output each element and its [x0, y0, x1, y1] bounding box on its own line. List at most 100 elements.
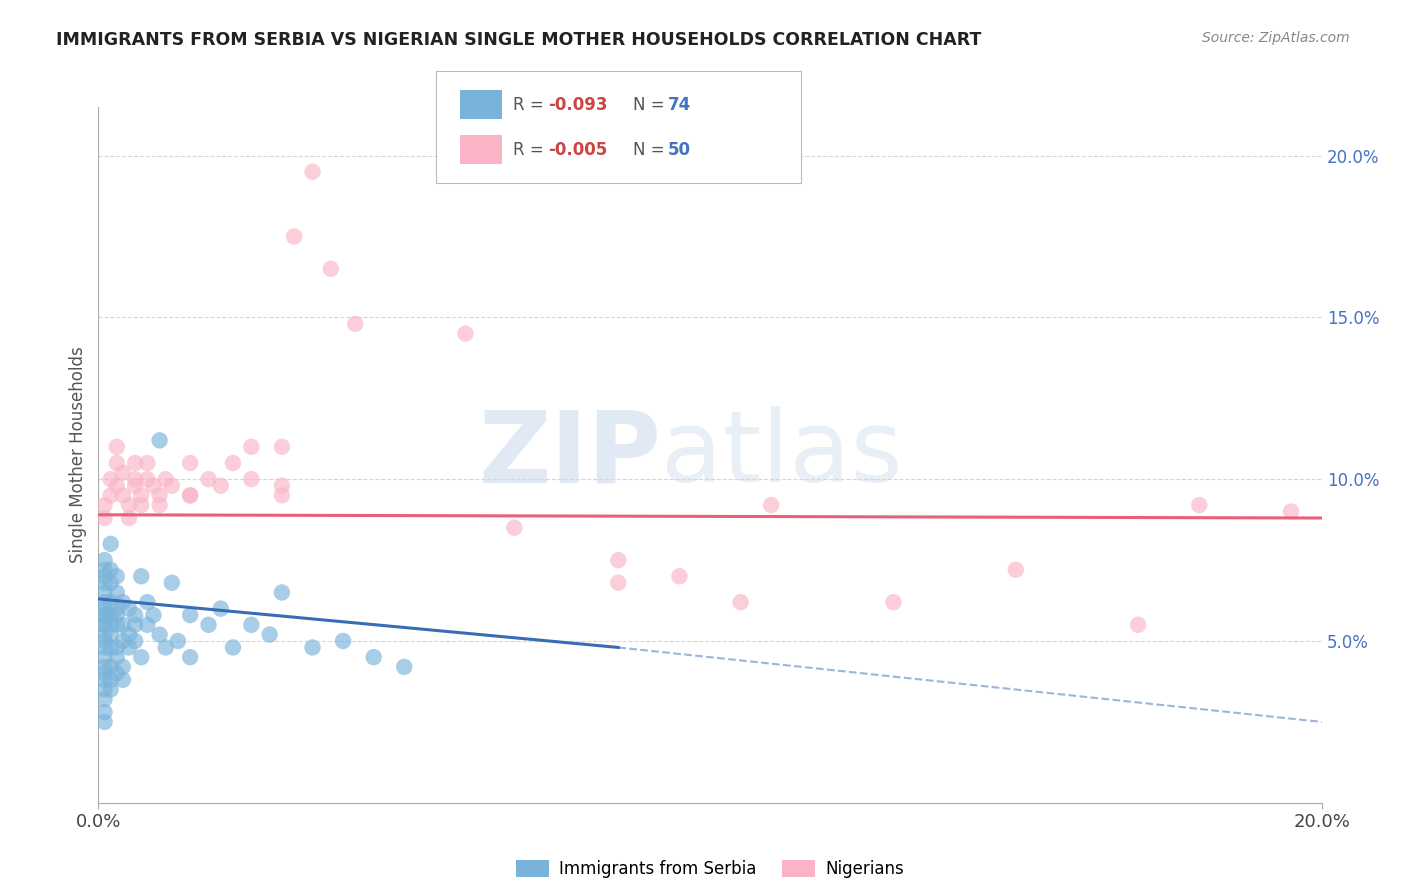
Point	[100, 537, 122, 551]
Point	[93, 650, 115, 665]
Point	[93, 569, 115, 583]
Point	[142, 608, 165, 623]
Point	[883, 595, 905, 609]
Point	[179, 456, 201, 470]
Point	[240, 440, 263, 454]
Point	[209, 601, 232, 615]
Point	[607, 575, 630, 590]
Text: 50: 50	[668, 141, 690, 159]
Point	[270, 478, 292, 492]
Legend: Immigrants from Serbia, Nigerians: Immigrants from Serbia, Nigerians	[509, 854, 911, 885]
Point	[93, 617, 115, 632]
Point	[105, 666, 128, 681]
Point	[111, 595, 134, 609]
Point	[105, 440, 128, 454]
Point	[149, 498, 172, 512]
Point	[332, 634, 354, 648]
Point	[155, 472, 177, 486]
Point	[93, 585, 115, 599]
Point	[1188, 498, 1211, 512]
Point	[93, 617, 115, 632]
Point	[124, 634, 146, 648]
Point	[136, 456, 159, 470]
Point	[111, 466, 134, 480]
Point	[93, 640, 115, 655]
Point	[100, 673, 122, 687]
Point	[105, 617, 128, 632]
Text: atlas: atlas	[661, 407, 903, 503]
Point	[301, 165, 323, 179]
Point	[149, 434, 172, 448]
Point	[100, 488, 122, 502]
Point	[124, 478, 146, 492]
Point	[105, 456, 128, 470]
Point	[111, 634, 134, 648]
Point	[100, 682, 122, 697]
Point	[209, 478, 232, 492]
Point	[93, 705, 115, 719]
Point	[197, 617, 219, 632]
Point	[129, 650, 152, 665]
Point	[100, 608, 122, 623]
Point	[105, 478, 128, 492]
Point	[93, 553, 115, 567]
Point	[93, 498, 115, 512]
Point	[105, 585, 128, 599]
Point	[93, 595, 115, 609]
Point	[301, 640, 323, 655]
Point	[111, 673, 134, 687]
Point	[167, 634, 190, 648]
Point	[136, 472, 159, 486]
Text: R =: R =	[513, 95, 550, 113]
Point	[100, 660, 122, 674]
Point	[179, 488, 201, 502]
Text: -0.093: -0.093	[548, 95, 607, 113]
Point	[149, 488, 172, 502]
Point	[118, 498, 141, 512]
Point	[503, 521, 526, 535]
Point	[222, 640, 245, 655]
Point	[179, 608, 201, 623]
Point	[124, 617, 146, 632]
Point	[118, 601, 141, 615]
Point	[118, 511, 141, 525]
Point	[668, 569, 690, 583]
Point	[259, 627, 281, 641]
Point	[124, 456, 146, 470]
Point	[93, 608, 115, 623]
Point	[93, 627, 115, 641]
Point	[93, 601, 115, 615]
Text: ZIP: ZIP	[478, 407, 661, 503]
Point	[129, 498, 152, 512]
Point	[105, 650, 128, 665]
Point	[93, 660, 115, 674]
Text: Source: ZipAtlas.com: Source: ZipAtlas.com	[1202, 31, 1350, 45]
Text: N =: N =	[633, 95, 669, 113]
Point	[118, 640, 141, 655]
Point	[149, 627, 172, 641]
Point	[155, 640, 177, 655]
Point	[363, 650, 385, 665]
Point	[197, 472, 219, 486]
Point	[344, 317, 367, 331]
Point	[129, 488, 152, 502]
Point	[270, 585, 292, 599]
Point	[93, 634, 115, 648]
Point	[136, 595, 159, 609]
Point	[111, 660, 134, 674]
Point	[283, 229, 305, 244]
Point	[160, 478, 183, 492]
Point	[129, 569, 152, 583]
Point	[270, 440, 292, 454]
Point	[111, 617, 134, 632]
Point	[105, 569, 128, 583]
Point	[105, 640, 128, 655]
Point	[160, 575, 183, 590]
Point	[319, 261, 342, 276]
Point	[93, 608, 115, 623]
Point	[1128, 617, 1150, 632]
Point	[93, 692, 115, 706]
Point	[93, 673, 115, 687]
Point	[179, 650, 201, 665]
Point	[136, 617, 159, 632]
